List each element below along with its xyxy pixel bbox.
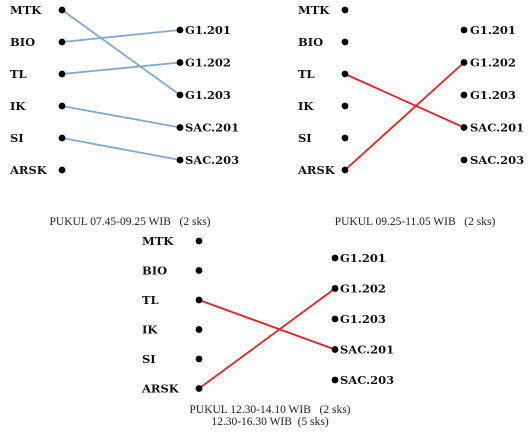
course-label-mtk: MTK bbox=[298, 3, 330, 17]
time-slot-caption: PUKUL 07.45-09.25 WIB (2 sks) bbox=[50, 216, 211, 228]
edge-tl-to-g1-202 bbox=[61, 61, 181, 75]
room-label-g1-201: G1.201 bbox=[340, 251, 386, 265]
room-label-g1-202: G1.202 bbox=[470, 56, 516, 70]
room-label-sac-201: SAC.201 bbox=[185, 121, 239, 135]
course-label-tl: TL bbox=[10, 67, 27, 81]
course-label-si: SI bbox=[10, 131, 24, 145]
course-label-arsk: ARSK bbox=[9, 163, 48, 177]
course-label-arsk: ARSK bbox=[141, 382, 180, 396]
time-slot-caption: 12.30-16.30 WIB (5 sks) bbox=[211, 416, 329, 428]
course-node-tl bbox=[58, 70, 66, 78]
room-node-g1-201 bbox=[176, 26, 184, 34]
course-label-bio: BIO bbox=[10, 35, 35, 49]
course-node-mtk bbox=[195, 237, 203, 245]
edge-group bbox=[61, 9, 181, 161]
room-node-sac-201 bbox=[460, 124, 468, 131]
course-node-bio bbox=[341, 38, 349, 46]
room-node-g1-202 bbox=[331, 285, 339, 292]
room-label-sac-201: SAC.201 bbox=[470, 121, 524, 135]
edge-arsk-to-g1-202 bbox=[344, 61, 465, 171]
course-node-si bbox=[58, 134, 66, 142]
room-label-g1-201: G1.201 bbox=[185, 23, 231, 37]
room-label-sac-203: SAC.203 bbox=[340, 373, 394, 387]
course-node-arsk bbox=[341, 166, 349, 174]
schedule-panel-1: MTK BIO TL IK SI ARSK G1.201 G1.202 G1.203 SAC.20… bbox=[9, 3, 239, 228]
course-node-mtk bbox=[58, 6, 66, 14]
course-node-ik bbox=[341, 102, 349, 110]
room-label-g1-202: G1.202 bbox=[340, 282, 386, 296]
room-node-g1-201 bbox=[460, 26, 468, 34]
course-label-bio: BIO bbox=[298, 35, 323, 49]
course-node-mtk bbox=[341, 6, 349, 14]
course-node-bio bbox=[58, 38, 66, 46]
room-label-g1-203: G1.203 bbox=[470, 88, 516, 102]
course-node-arsk bbox=[195, 385, 203, 392]
room-node-sac-201 bbox=[176, 124, 184, 131]
course-node-ik bbox=[58, 102, 66, 110]
room-node-sac-203 bbox=[460, 156, 468, 164]
course-label-mtk: MTK bbox=[10, 3, 42, 17]
course-label-ik: IK bbox=[10, 99, 26, 113]
course-node-bio bbox=[195, 267, 203, 274]
room-node-sac-203 bbox=[176, 156, 184, 164]
course-label-tl: TL bbox=[298, 67, 315, 81]
room-label-sac-201: SAC.201 bbox=[340, 343, 394, 357]
course-node-si bbox=[195, 355, 203, 363]
room-node-g1-203 bbox=[460, 91, 468, 99]
room-label-g1-201: G1.201 bbox=[470, 23, 516, 37]
room-node-g1-202 bbox=[460, 59, 468, 66]
room-label-g1-203: G1.203 bbox=[185, 88, 231, 102]
course-label-ik: IK bbox=[142, 323, 158, 337]
edge-arsk-to-g1-202 bbox=[198, 287, 336, 390]
room-node-sac-203 bbox=[331, 376, 339, 384]
course-node-tl bbox=[341, 70, 349, 78]
edge-tl-to-sac-201 bbox=[344, 73, 465, 129]
edge-tl-to-sac-201 bbox=[198, 299, 336, 351]
course-label-tl: TL bbox=[142, 293, 159, 307]
course-label-bio: BIO bbox=[142, 264, 167, 278]
course-label-si: SI bbox=[142, 352, 156, 366]
course-node-si bbox=[341, 134, 349, 142]
edge-group bbox=[344, 61, 465, 171]
edge-bio-to-g1-201 bbox=[61, 29, 181, 43]
room-node-g1-202 bbox=[176, 59, 184, 66]
course-node-tl bbox=[195, 296, 203, 304]
schedule-panel-2: MTK BIO TL IK SI ARSK G1.201 G1.202 G1.203 SAC.20… bbox=[297, 3, 524, 228]
course-label-mtk: MTK bbox=[142, 234, 174, 248]
room-label-g1-202: G1.202 bbox=[185, 56, 231, 70]
edge-mtk-to-g1-203 bbox=[61, 9, 181, 96]
course-label-arsk: ARSK bbox=[297, 163, 336, 177]
time-slot-caption: PUKUL 12.30-14.10 WIB (2 sks) bbox=[190, 404, 351, 416]
room-label-sac-203: SAC.203 bbox=[185, 153, 239, 167]
edge-si-to-sac-203 bbox=[61, 137, 181, 161]
course-node-ik bbox=[195, 326, 203, 333]
room-node-g1-203 bbox=[331, 315, 339, 323]
room-node-g1-203 bbox=[176, 91, 184, 99]
course-label-ik: IK bbox=[298, 99, 314, 113]
room-label-sac-203: SAC.203 bbox=[470, 153, 524, 167]
schedule-panel-3: MTK BIO TL IK SI ARSK G1.201 G1.202 G1.203 SAC.20… bbox=[141, 234, 394, 428]
time-slot-caption: PUKUL 09.25-11.05 WIB (2 sks) bbox=[335, 216, 496, 228]
course-label-si: SI bbox=[298, 131, 312, 145]
room-node-sac-201 bbox=[331, 346, 339, 353]
edge-ik-to-sac-201 bbox=[61, 105, 181, 129]
edge-group bbox=[198, 287, 336, 390]
course-node-arsk bbox=[58, 166, 66, 174]
room-label-g1-203: G1.203 bbox=[340, 312, 386, 326]
room-node-g1-201 bbox=[331, 254, 339, 262]
